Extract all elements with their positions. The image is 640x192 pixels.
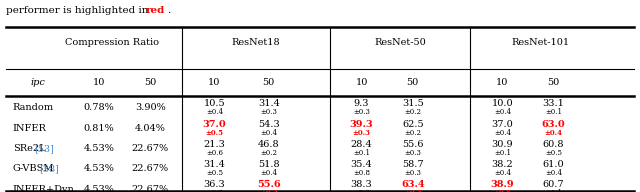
Text: ±0.5: ±0.5 <box>206 169 223 177</box>
Text: ±0.3: ±0.3 <box>404 169 421 177</box>
Text: 22.67%: 22.67% <box>132 165 169 173</box>
Text: 31.4: 31.4 <box>204 160 225 169</box>
Text: [38]: [38] <box>39 165 59 173</box>
Text: 10: 10 <box>355 78 368 87</box>
Text: [53]: [53] <box>35 144 54 153</box>
Text: 28.4: 28.4 <box>351 140 372 149</box>
Text: ±0.3: ±0.3 <box>404 149 421 157</box>
Text: 37.0: 37.0 <box>202 120 227 129</box>
Text: 10: 10 <box>208 78 221 87</box>
Text: ±0.8: ±0.8 <box>353 169 370 177</box>
Text: 10.5: 10.5 <box>204 98 225 108</box>
Text: 50: 50 <box>144 78 157 87</box>
Text: 10.0: 10.0 <box>492 98 513 108</box>
Text: ±0.2: ±0.2 <box>404 108 421 116</box>
Text: 54.3: 54.3 <box>258 120 280 129</box>
Text: ±0.5: ±0.5 <box>545 149 562 157</box>
Text: ResNet-50: ResNet-50 <box>374 38 426 47</box>
Text: G-VBSM: G-VBSM <box>13 165 54 173</box>
Text: ±0.4: ±0.4 <box>545 129 563 137</box>
Text: ResNet-101: ResNet-101 <box>512 38 570 47</box>
Text: ±0.3: ±0.3 <box>353 108 370 116</box>
Text: ±0.4: ±0.4 <box>494 129 511 137</box>
Text: 39.3: 39.3 <box>350 120 373 129</box>
Text: ±0.5: ±0.5 <box>493 189 511 192</box>
Text: ±0.6: ±0.6 <box>206 149 223 157</box>
Text: 61.0: 61.0 <box>543 160 564 169</box>
Text: ±0.3: ±0.3 <box>404 189 422 192</box>
Text: 55.6: 55.6 <box>257 180 280 189</box>
Text: ipc: ipc <box>31 78 46 87</box>
Text: SRe2L: SRe2L <box>13 144 45 153</box>
Text: 31.5: 31.5 <box>402 98 424 108</box>
Text: ±0.4: ±0.4 <box>260 169 277 177</box>
Text: ±0.4: ±0.4 <box>260 129 277 137</box>
Text: 33.1: 33.1 <box>543 98 564 108</box>
Text: ±0.4: ±0.4 <box>494 108 511 116</box>
Text: INFER+Dyn: INFER+Dyn <box>13 185 74 192</box>
Text: 4.53%: 4.53% <box>84 185 115 192</box>
Text: 22.67%: 22.67% <box>132 185 169 192</box>
Text: 50: 50 <box>547 78 560 87</box>
Text: Compression Ratio: Compression Ratio <box>65 38 159 47</box>
Text: 55.6: 55.6 <box>402 140 424 149</box>
Text: ±0.1: ±0.1 <box>494 149 511 157</box>
Text: INFER: INFER <box>13 124 47 133</box>
Text: 22.67%: 22.67% <box>132 144 169 153</box>
Text: 36.3: 36.3 <box>204 180 225 189</box>
Text: 38.3: 38.3 <box>351 180 372 189</box>
Text: ±0.4: ±0.4 <box>494 169 511 177</box>
Text: 4.53%: 4.53% <box>84 165 115 173</box>
Text: 63.4: 63.4 <box>401 180 424 189</box>
Text: performer is highlighted in: performer is highlighted in <box>6 6 152 15</box>
Text: ±0.2: ±0.2 <box>404 129 421 137</box>
Text: ±0.1: ±0.1 <box>353 149 370 157</box>
Text: 50: 50 <box>406 78 419 87</box>
Text: 63.0: 63.0 <box>541 120 566 129</box>
Text: 0.78%: 0.78% <box>84 103 115 112</box>
Text: 21.3: 21.3 <box>204 140 225 149</box>
Text: ±0.1: ±0.1 <box>545 189 562 192</box>
Text: 38.2: 38.2 <box>492 160 513 169</box>
Text: 0.81%: 0.81% <box>84 124 115 133</box>
Text: 9.3: 9.3 <box>354 98 369 108</box>
Text: 51.8: 51.8 <box>258 160 280 169</box>
Text: 30.9: 30.9 <box>492 140 513 149</box>
Text: 35.4: 35.4 <box>351 160 372 169</box>
Text: ±0.3: ±0.3 <box>260 108 277 116</box>
Text: ±0.1: ±0.1 <box>545 108 562 116</box>
Text: ±0.4: ±0.4 <box>545 169 562 177</box>
Text: ±0.3: ±0.3 <box>353 129 371 137</box>
Text: ±0.4: ±0.4 <box>206 108 223 116</box>
Text: 31.4: 31.4 <box>258 98 280 108</box>
Text: 3.90%: 3.90% <box>135 103 166 112</box>
Text: ResNet18: ResNet18 <box>232 38 280 47</box>
Text: 37.0: 37.0 <box>492 120 513 129</box>
Text: Random: Random <box>13 103 54 112</box>
Text: 10: 10 <box>93 78 106 87</box>
Text: ±0.5: ±0.5 <box>353 189 370 192</box>
Text: 4.53%: 4.53% <box>84 144 115 153</box>
Text: ±0.2: ±0.2 <box>260 189 278 192</box>
Text: 60.7: 60.7 <box>543 180 564 189</box>
Text: 4.04%: 4.04% <box>135 124 166 133</box>
Text: red: red <box>146 6 165 15</box>
Text: ±0.2: ±0.2 <box>260 149 277 157</box>
Text: 60.8: 60.8 <box>543 140 564 149</box>
Text: 62.5: 62.5 <box>402 120 424 129</box>
Text: .: . <box>167 6 170 15</box>
Text: 50: 50 <box>262 78 275 87</box>
Text: 38.9: 38.9 <box>491 180 514 189</box>
Text: 46.8: 46.8 <box>258 140 280 149</box>
Text: 58.7: 58.7 <box>402 160 424 169</box>
Text: ±0.3: ±0.3 <box>206 189 223 192</box>
Text: 10: 10 <box>496 78 509 87</box>
Text: ±0.5: ±0.5 <box>205 129 223 137</box>
